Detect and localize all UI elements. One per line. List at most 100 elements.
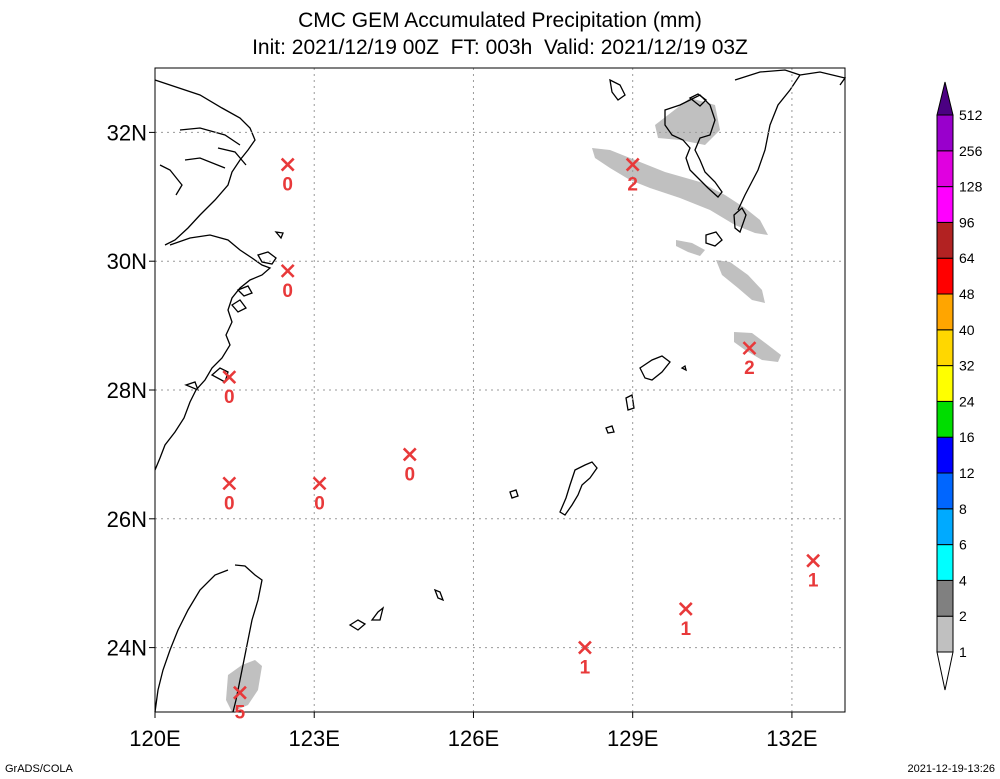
map-grid [154, 68, 845, 712]
colorbar-swatch [936, 186, 954, 223]
colorbar-label: 40 [959, 322, 975, 338]
precip-area-isle [676, 240, 705, 256]
station-x-mark [625, 157, 640, 172]
station-x-mark [806, 553, 821, 568]
station-marker: 1 [678, 602, 693, 640]
colorbar-swatch [936, 365, 954, 402]
station-x-mark [578, 640, 592, 655]
colorbar-label: 256 [959, 143, 983, 159]
station-marker: 0 [280, 157, 295, 196]
station-markers: 0 0 0 0 0 0 2 2 1 1 1 5 [222, 157, 821, 724]
tick-label-lat: 28N [107, 378, 147, 403]
kyushu-coastline [609, 69, 847, 211]
colorbar-swatch [936, 221, 954, 259]
colorbar-top-arrow [936, 81, 954, 116]
amami-coastline [605, 355, 687, 434]
tick-label-lat: 32N [107, 120, 147, 145]
footer-left: GrADS/COLA [5, 763, 73, 775]
precip-area-tanegashima [716, 260, 765, 303]
colorbar-swatch [936, 544, 954, 581]
station-x-mark [742, 341, 757, 356]
footer-right: 2021-12-19-13:26 [907, 763, 995, 775]
station-marker: 0 [222, 370, 237, 408]
station-marker: 5 [233, 685, 247, 724]
colorbar-swatch [936, 293, 954, 331]
colorbar-swatch [936, 436, 954, 474]
colorbar-label: 24 [959, 393, 975, 409]
colorbar-label: 512 [959, 107, 983, 123]
station-value: 0 [224, 387, 235, 408]
station-value: 2 [627, 175, 638, 196]
station-value: 1 [808, 571, 819, 592]
station-marker: 2 [742, 341, 757, 379]
colorbar-label: 1 [959, 644, 967, 660]
station-value: 0 [224, 493, 235, 514]
sakishima-coastline [348, 588, 445, 631]
station-x-mark [312, 476, 327, 491]
colorbar-label: 16 [959, 429, 975, 445]
precip-area-amami [734, 332, 781, 362]
station-marker: 0 [402, 447, 417, 485]
station-x-mark [678, 602, 693, 616]
precip-area-kyushu-band [592, 148, 768, 235]
colorbar-swatch [936, 508, 954, 546]
station-value: 0 [404, 464, 415, 485]
taiwan-coastline [154, 564, 263, 713]
station-x-mark [280, 157, 295, 172]
tick-label-lon: 129E [607, 726, 658, 751]
station-marker: 0 [280, 263, 295, 302]
station-marker: 1 [578, 640, 592, 679]
colorbar-label: 128 [959, 179, 983, 195]
tick-label-lat: 24N [107, 636, 147, 661]
colorbar-swatch [936, 257, 954, 295]
colorbar-label: 6 [959, 537, 967, 553]
station-marker: 0 [312, 476, 327, 514]
tick-label-lon: 132E [766, 726, 817, 751]
tick-label-lat: 26N [107, 507, 147, 532]
station-value: 0 [282, 175, 293, 196]
tick-label-lon: 123E [289, 726, 340, 751]
colorbar-swatch [936, 114, 954, 152]
colorbar-swatch [936, 329, 954, 367]
station-x-mark [222, 370, 237, 385]
colorbar-label: 2 [959, 608, 967, 624]
coastlines [154, 69, 847, 713]
colorbar-label: 48 [959, 286, 975, 302]
colorbar-bottom-arrow [936, 651, 954, 691]
koshiki-island [688, 93, 707, 107]
colorbar-label: 32 [959, 358, 975, 374]
precipitation-areas [226, 98, 781, 712]
colorbar-label: 8 [959, 501, 967, 517]
map-title: CMC GEM Accumulated Precipitation (mm) [298, 9, 702, 32]
okinawa-coastline [509, 461, 598, 516]
map-subtitle: Init: 2021/12/19 00Z FT: 003h Valid: 202… [252, 36, 748, 59]
station-x-mark [402, 447, 417, 462]
station-value: 0 [282, 281, 293, 302]
map-axis-ticks: 120E 123E 126E 129E 132E 24N 26N 28N 30N 32N [107, 120, 818, 751]
station-value: 1 [580, 658, 591, 679]
colorbar-label: 12 [959, 465, 975, 481]
colorbar-label: 4 [959, 572, 967, 588]
colorbar-label: 64 [959, 250, 975, 266]
station-marker: 0 [222, 476, 237, 514]
tick-label-lat: 30N [107, 249, 147, 274]
station-x-mark [222, 476, 237, 491]
colorbar-swatch [936, 150, 954, 188]
colorbar-label: 96 [959, 214, 975, 230]
colorbar-swatch [936, 579, 954, 617]
station-marker: 1 [806, 553, 821, 592]
station-x-mark [233, 685, 247, 700]
zhoushan-islands [231, 231, 284, 313]
colorbar-swatch [936, 615, 954, 653]
yakushima-coastline [705, 206, 747, 247]
station-marker: 2 [625, 157, 640, 196]
station-value: 5 [235, 703, 246, 724]
colorbar-swatch [936, 400, 954, 438]
station-value: 2 [744, 358, 755, 379]
tick-label-lon: 126E [448, 726, 499, 751]
station-x-mark [280, 263, 295, 278]
tick-label-lon: 120E [129, 726, 180, 751]
colorbar-swatch [936, 472, 954, 510]
